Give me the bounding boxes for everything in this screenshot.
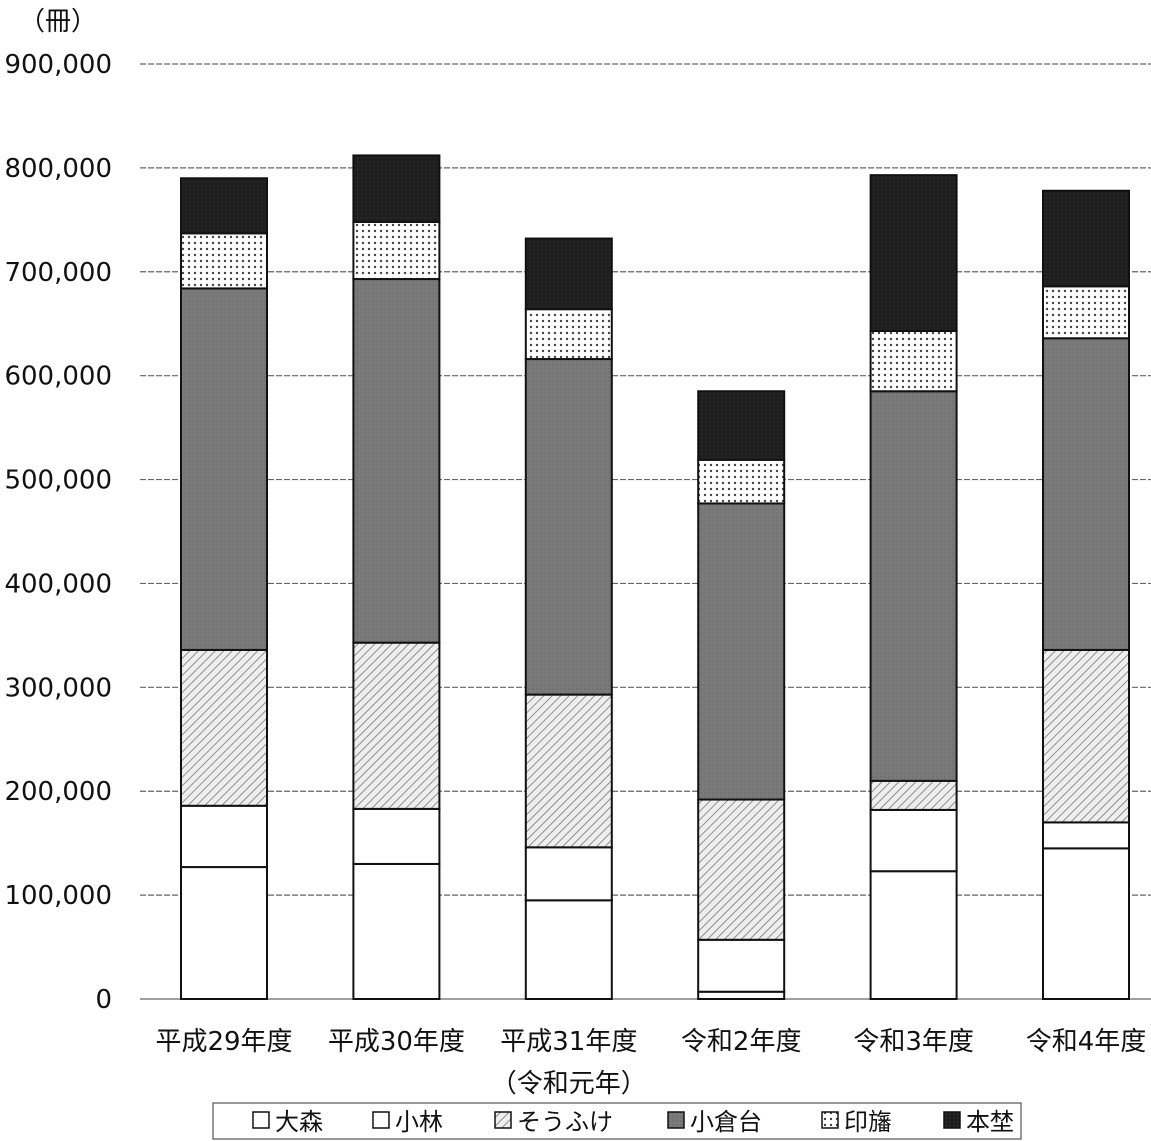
legend-label-小倉台: 小倉台 xyxy=(690,1108,762,1136)
bar-segment-小林 xyxy=(697,938,786,993)
y-tick-label: 600,000 xyxy=(4,362,112,392)
legend-swatch-大森 xyxy=(252,1111,270,1129)
x-axis-labels: 平成29年度 平成30年度 平成31年度 （令和元年） 令和2年度 令和3年度 令和4年度 xyxy=(155,1027,1146,1099)
bar-segment-小倉台 xyxy=(869,390,958,782)
x-tick-label: 平成30年度 xyxy=(328,1027,465,1057)
bar-segment-大森 xyxy=(1042,847,1130,1000)
legend-swatch-小倉台 xyxy=(667,1111,685,1129)
legend-swatch-本埜 xyxy=(943,1111,961,1129)
bar-segment-小倉台 xyxy=(697,502,786,801)
legend-swatch-そうふけ xyxy=(494,1111,512,1129)
legend-swatch-小林 xyxy=(372,1111,390,1129)
bar-segment-そうふけ xyxy=(180,648,268,807)
y-tick-label: 0 xyxy=(95,985,112,1015)
bar-segment-本埜 xyxy=(869,174,958,332)
bar-segment-大森 xyxy=(869,870,958,1001)
y-tick-label: 200,000 xyxy=(4,777,112,807)
legend-label-大森: 大森 xyxy=(275,1108,323,1136)
y-unit-label: （冊） xyxy=(19,7,97,37)
legend-label-そうふけ: そうふけ xyxy=(517,1108,613,1136)
bar-segment-本埜 xyxy=(352,154,441,223)
legend: 大森 小林 そうふけ 小倉台 印旛 本埜 xyxy=(212,1102,1022,1140)
bar-segment-本埜 xyxy=(180,177,268,235)
x-tick-label: 令和2年度 xyxy=(681,1027,802,1057)
x-tick-label: 平成31年度 xyxy=(500,1027,637,1057)
bar-segment-本埜 xyxy=(697,390,786,461)
bar-segment-大森 xyxy=(352,862,441,1001)
bar-segment-印旛 xyxy=(352,220,441,281)
bar-segment-小林 xyxy=(1042,821,1130,850)
bar-segment-大森 xyxy=(524,899,613,1000)
bar-segment-小林 xyxy=(180,804,268,869)
x-tick-sublabel: （令和元年） xyxy=(491,1069,647,1099)
gridlines xyxy=(140,63,1151,1000)
bar-segment-そうふけ xyxy=(352,641,441,810)
y-axis-ticks: 0 100,000 200,000 300,000 400,000 500,000 600,… xyxy=(4,50,112,1015)
y-tick-label: 900,000 xyxy=(4,50,112,80)
y-tick-label: 800,000 xyxy=(4,154,112,184)
x-tick-label: 平成29年度 xyxy=(155,1027,292,1057)
bar-segment-小倉台 xyxy=(352,278,441,644)
y-tick-label: 500,000 xyxy=(4,466,112,496)
bar-segment-そうふけ xyxy=(1042,648,1130,824)
y-tick-label: 700,000 xyxy=(4,258,112,288)
bar-segment-印旛 xyxy=(524,308,613,361)
bar-segment-大森 xyxy=(180,866,268,1000)
bar-segment-印旛 xyxy=(697,458,786,505)
bar-segment-本埜 xyxy=(524,237,613,311)
legend-label-印旛: 印旛 xyxy=(844,1108,892,1136)
bar-segment-小林 xyxy=(524,846,613,902)
bar-segment-そうふけ xyxy=(869,779,958,811)
y-tick-label: 400,000 xyxy=(4,569,112,599)
legend-label-本埜: 本埜 xyxy=(966,1108,1014,1136)
legend-swatch-印旛 xyxy=(821,1111,839,1129)
bar-segment-大森 xyxy=(697,990,786,1001)
bar-segment-印旛 xyxy=(180,232,268,290)
bar-segment-印旛 xyxy=(869,329,958,393)
x-tick-label: 令和3年度 xyxy=(853,1027,974,1057)
bar-segment-印旛 xyxy=(1042,285,1130,340)
bar-segment-そうふけ xyxy=(524,693,613,849)
bar-segment-本埜 xyxy=(1042,189,1130,288)
legend-box xyxy=(212,1102,1022,1140)
bar-segment-小倉台 xyxy=(1042,337,1130,651)
bar-segment-小倉台 xyxy=(180,287,268,651)
y-tick-label: 100,000 xyxy=(4,881,112,911)
legend-label-小林: 小林 xyxy=(395,1108,443,1136)
bars xyxy=(180,154,1130,1001)
bar-segment-小林 xyxy=(869,808,958,873)
bar-segment-小林 xyxy=(352,807,441,865)
bar-segment-小倉台 xyxy=(524,358,613,696)
bar-segment-そうふけ xyxy=(697,798,786,941)
y-tick-label: 300,000 xyxy=(4,673,112,703)
x-tick-label: 令和4年度 xyxy=(1026,1027,1147,1057)
